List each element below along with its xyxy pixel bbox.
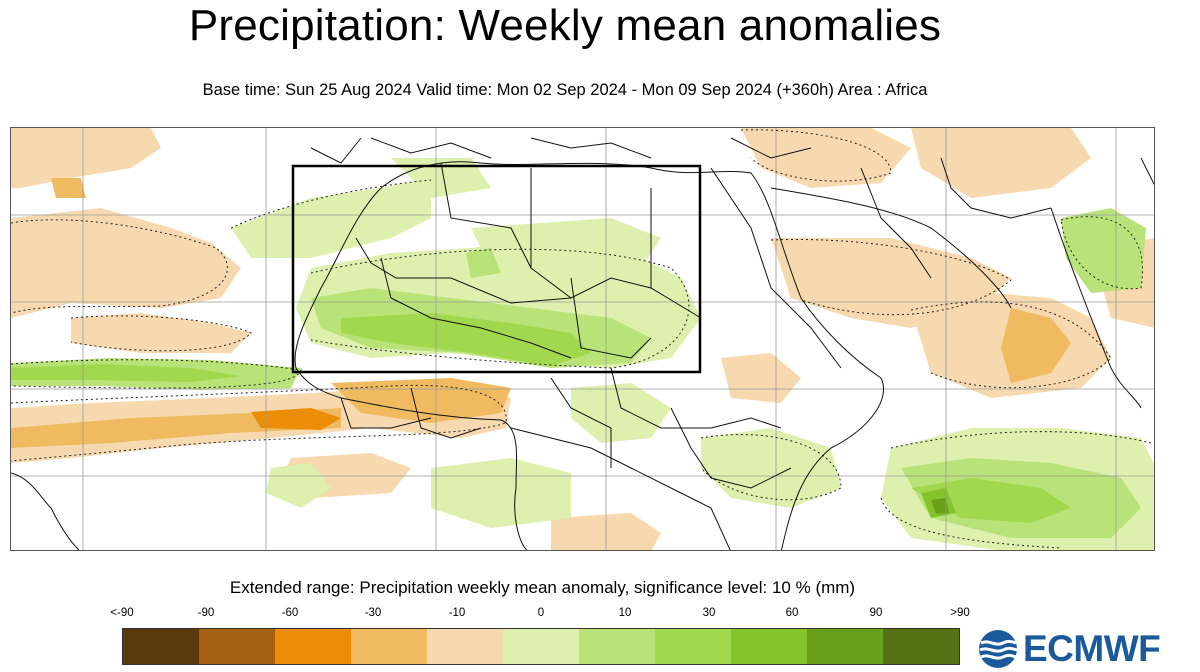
colorbar-swatch [275,629,351,664]
colorbar-swatch [351,629,427,664]
colorbar-swatch [731,629,807,664]
region-box [291,164,702,374]
ecmwf-logo-text: ECMWF [1023,628,1161,669]
tick-label: -90 [197,607,215,619]
tick-label: <-90 [110,607,134,619]
legend-title: Extended range: Precipitation weekly mea… [229,578,856,597]
tick-label: 60 [785,607,799,619]
anomaly-map [10,127,1155,551]
tick-label: 0 [537,607,545,619]
anomaly-fields [11,128,1154,550]
tick-label: -10 [448,607,466,619]
colorbar [122,628,960,665]
chart-title: Precipitation: Weekly mean anomalies [188,1,942,50]
significance-contours [11,129,1152,549]
ecmwf-logo: ECMWF [975,628,1195,670]
colorbar-ticks: <-90 -90 -60 -30 -10 0 10 30 60 90 >90 [0,605,1200,621]
tick-label: >90 [950,607,970,619]
colorbar-swatch [503,629,579,664]
colorbar-swatch [655,629,731,664]
colorbar-swatch [427,629,503,664]
colorbar-swatch [123,629,199,664]
map-canvas [11,128,1154,550]
ecmwf-logo-icon [979,630,1018,668]
colorbar-swatch [883,629,959,664]
colorbar-swatch [579,629,655,664]
tick-label: 10 [618,607,632,619]
colorbar-swatch [199,629,275,664]
tick-label: -60 [281,607,299,619]
chart-subtitle: Base time: Sun 25 Aug 2024 Valid time: M… [202,81,928,99]
graticule [11,128,1154,550]
tick-label: 90 [869,607,883,619]
tick-label: -30 [364,607,382,619]
colorbar-swatch [807,629,883,664]
tick-label: 30 [702,607,716,619]
